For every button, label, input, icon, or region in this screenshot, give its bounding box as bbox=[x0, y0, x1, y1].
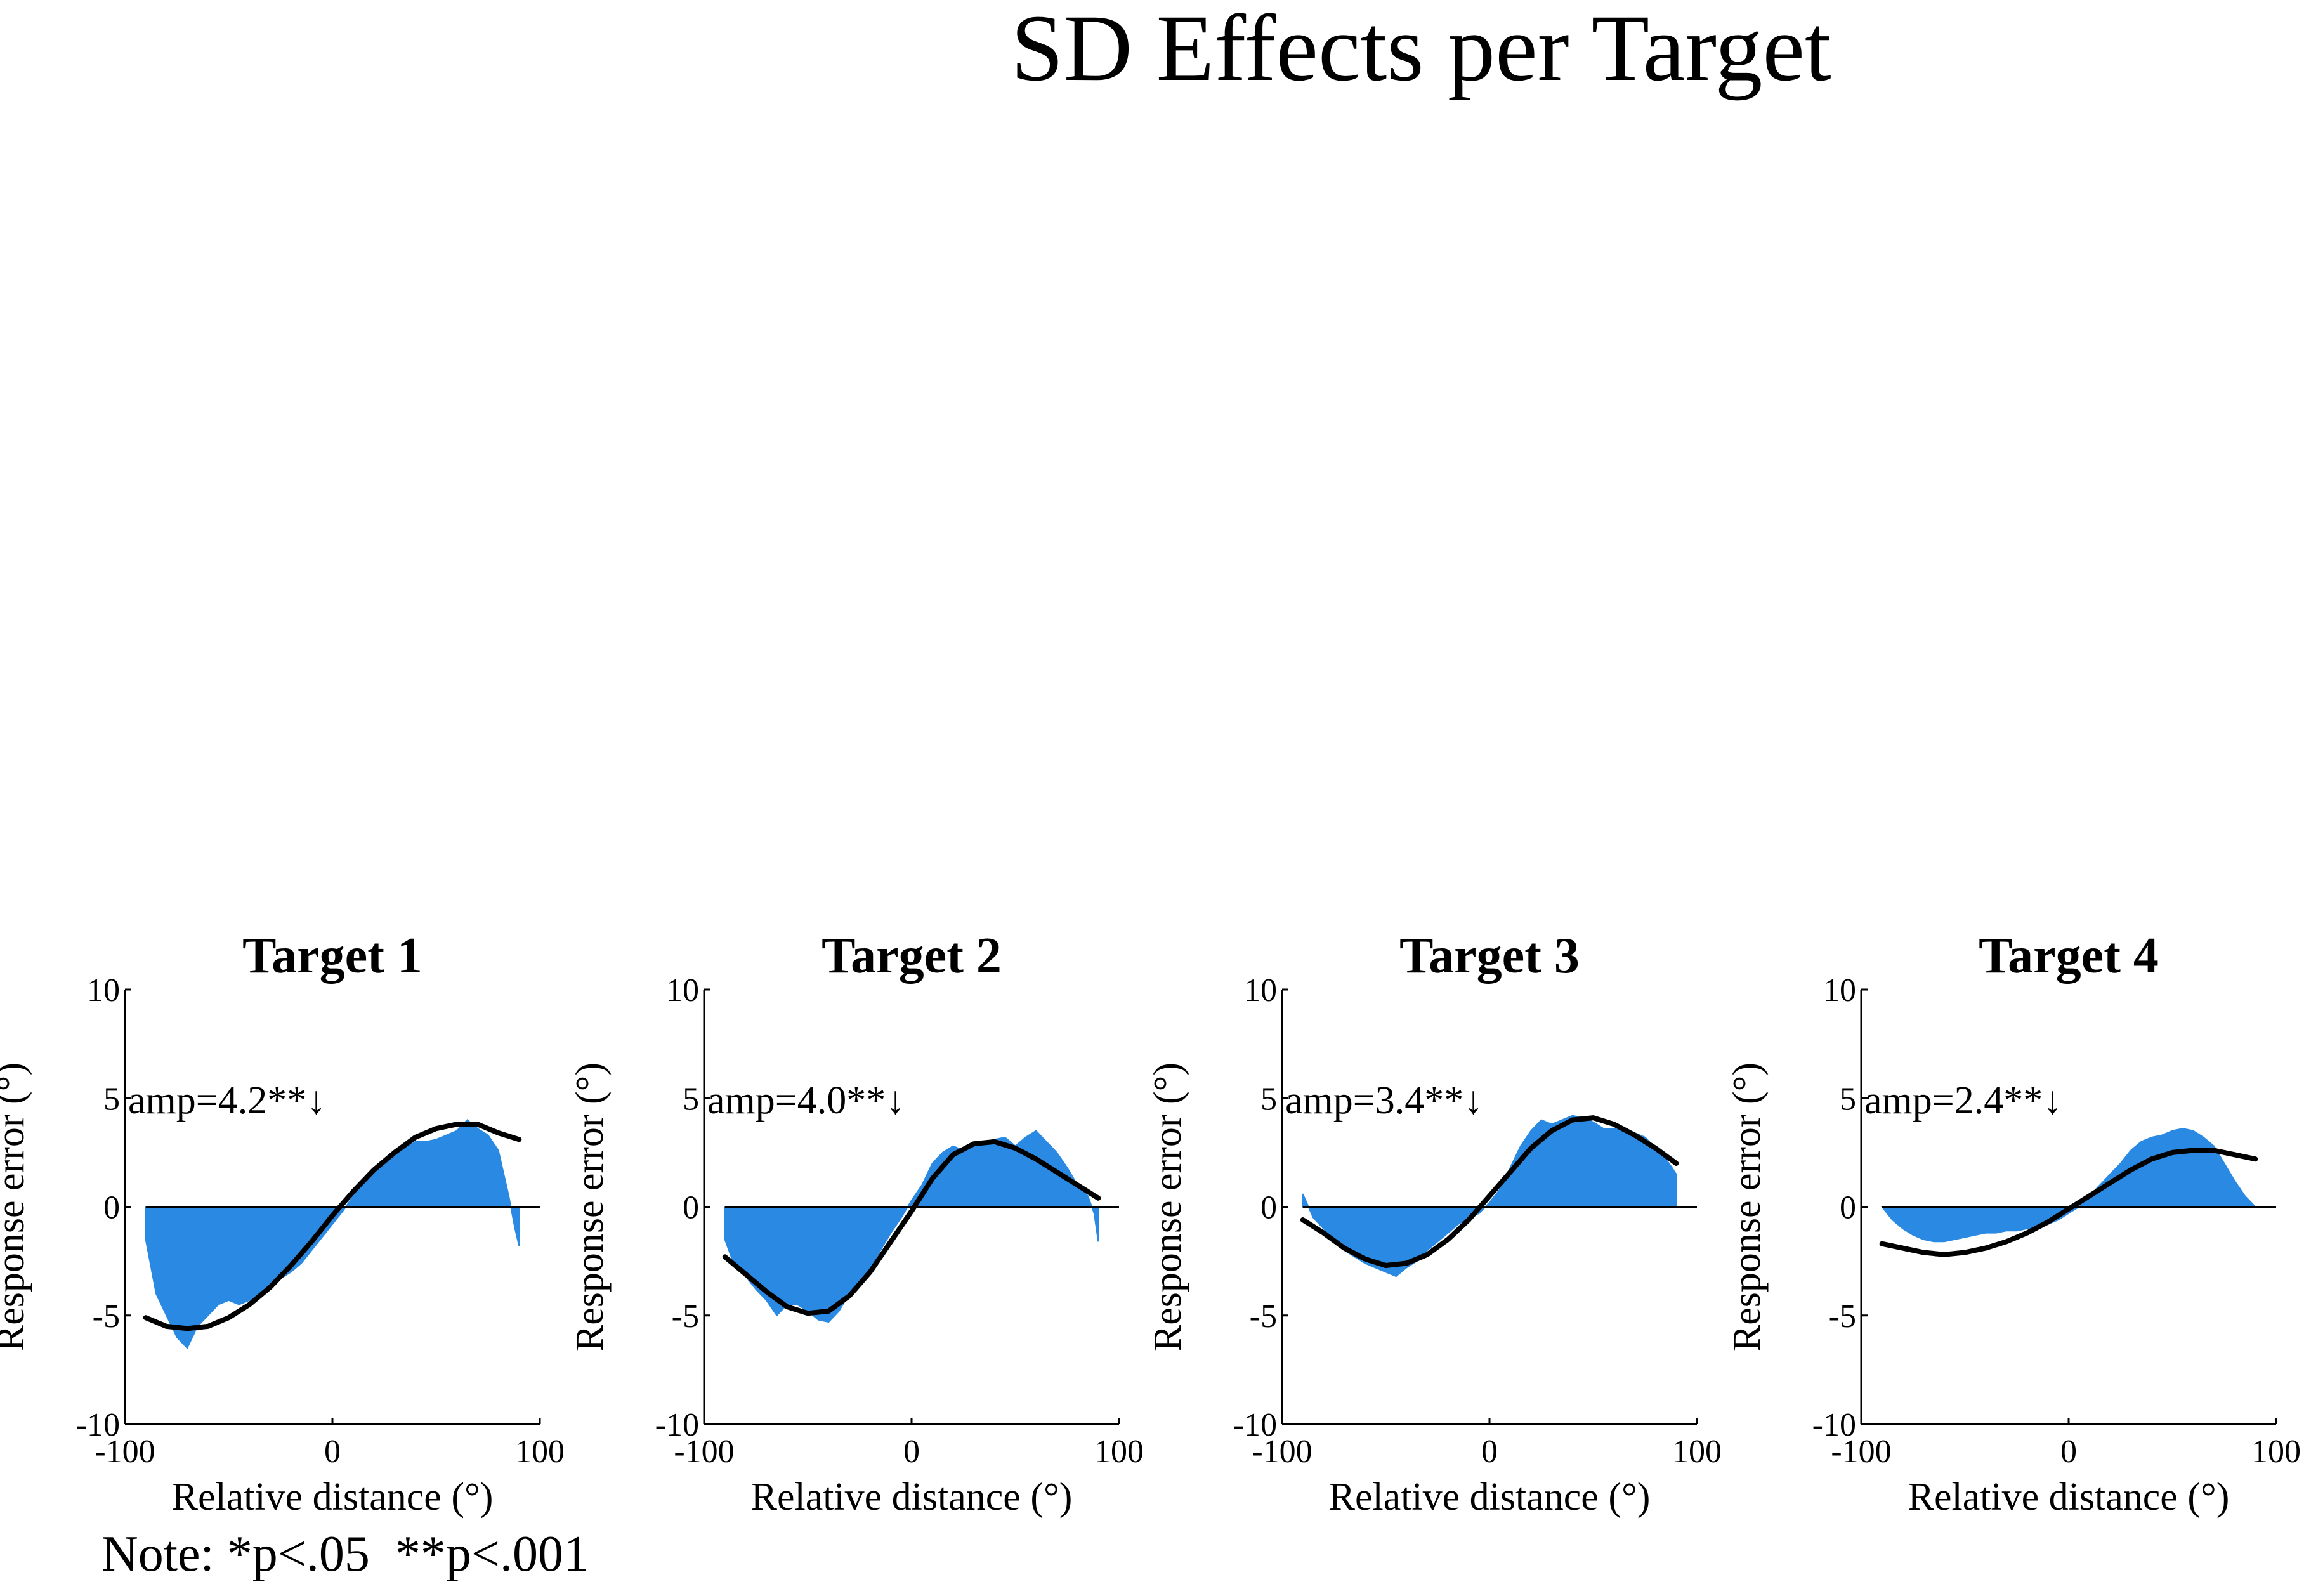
x-tick-label: 0 bbox=[2060, 1434, 2077, 1470]
x-tick-label: 100 bbox=[2251, 1434, 2301, 1470]
panel-1: -10 -5 0 5 10 -100 0 100 Target 1 Relative distan… bbox=[0, 928, 565, 1519]
x-tick-label: -100 bbox=[95, 1434, 155, 1470]
panel-2: -10 -5 0 5 10 -100 0 100 Target 2 Relative distan… bbox=[568, 928, 1144, 1519]
y-tick-label: -10 bbox=[76, 1407, 120, 1443]
panel-3: -10 -5 0 5 10 -100 0 100 Target 3 Relative distan… bbox=[1146, 928, 1722, 1519]
y-tick-label: 10 bbox=[666, 972, 699, 1009]
y-tick-label: 5 bbox=[103, 1081, 120, 1117]
y-tick-label: -5 bbox=[1250, 1298, 1277, 1335]
x-tick-label: 100 bbox=[1094, 1434, 1144, 1470]
y-tick-label: 10 bbox=[1244, 972, 1277, 1009]
x-tick-label: 0 bbox=[1481, 1434, 1498, 1470]
panel-title: Target 1 bbox=[242, 928, 422, 984]
y-tick-label: -10 bbox=[1812, 1407, 1856, 1443]
y-axis-label: Response error (°) bbox=[1146, 1063, 1189, 1351]
y-tick-label: 0 bbox=[683, 1190, 699, 1226]
x-axis-label: Relative distance (°) bbox=[172, 1475, 494, 1519]
panel-4: -10 -5 0 5 10 -100 0 100 Target 4 Relative distan… bbox=[1725, 928, 2301, 1519]
y-tick-label: -5 bbox=[1829, 1298, 1856, 1335]
y-tick-label: -10 bbox=[1233, 1407, 1277, 1443]
amplitude-annotation: amp=4.2**↓ bbox=[128, 1079, 326, 1122]
significance-note: Note: *p<.05 **p<.001 bbox=[101, 1526, 589, 1582]
x-tick-label: -100 bbox=[1252, 1434, 1312, 1470]
amplitude-annotation: amp=2.4**↓ bbox=[1864, 1079, 2062, 1122]
fit-curve bbox=[1300, 1115, 1679, 1268]
y-tick-label: 5 bbox=[683, 1081, 699, 1117]
y-axis-label: Response error (°) bbox=[0, 1063, 32, 1351]
y-tick-label: 10 bbox=[1823, 972, 1856, 1009]
y-tick-label: 0 bbox=[103, 1190, 120, 1226]
x-tick-label: -100 bbox=[674, 1434, 734, 1470]
x-axis-label: Relative distance (°) bbox=[751, 1475, 1073, 1519]
x-axis-label: Relative distance (°) bbox=[1329, 1475, 1651, 1519]
y-tick-label: 5 bbox=[1840, 1081, 1856, 1117]
response-error-area bbox=[145, 1119, 520, 1349]
panel-title: Target 2 bbox=[821, 928, 1002, 984]
y-tick-label: -5 bbox=[672, 1298, 699, 1335]
panel-title: Target 3 bbox=[1399, 928, 1580, 984]
figure-title: SD Effects per Target bbox=[1011, 0, 1831, 101]
response-error-area bbox=[724, 1130, 1099, 1323]
y-axis-label: Response error (°) bbox=[568, 1063, 612, 1351]
x-tick-label: 0 bbox=[903, 1434, 920, 1470]
fit-curve bbox=[143, 1122, 522, 1331]
panel-title: Target 4 bbox=[1979, 928, 2159, 984]
x-tick-label: 100 bbox=[515, 1434, 565, 1470]
amplitude-annotation: amp=4.0**↓ bbox=[707, 1079, 905, 1122]
x-tick-label: 0 bbox=[324, 1434, 341, 1470]
response-error-area bbox=[1880, 1128, 2257, 1243]
y-axis-label: Response error (°) bbox=[1725, 1063, 1769, 1351]
x-tick-label: -100 bbox=[1831, 1434, 1891, 1470]
amplitude-annotation: amp=3.4**↓ bbox=[1285, 1079, 1483, 1122]
y-tick-label: -10 bbox=[655, 1407, 699, 1443]
y-tick-label: 0 bbox=[1260, 1190, 1277, 1226]
y-tick-label: 5 bbox=[1260, 1081, 1277, 1117]
fit-curve bbox=[722, 1139, 1101, 1316]
fit-curve bbox=[1879, 1148, 2258, 1257]
y-tick-label: 0 bbox=[1840, 1190, 1856, 1226]
y-tick-label: -5 bbox=[93, 1298, 120, 1335]
x-axis-label: Relative distance (°) bbox=[1908, 1475, 2230, 1519]
y-tick-label: 10 bbox=[87, 972, 120, 1009]
x-tick-label: 100 bbox=[1672, 1434, 1722, 1470]
